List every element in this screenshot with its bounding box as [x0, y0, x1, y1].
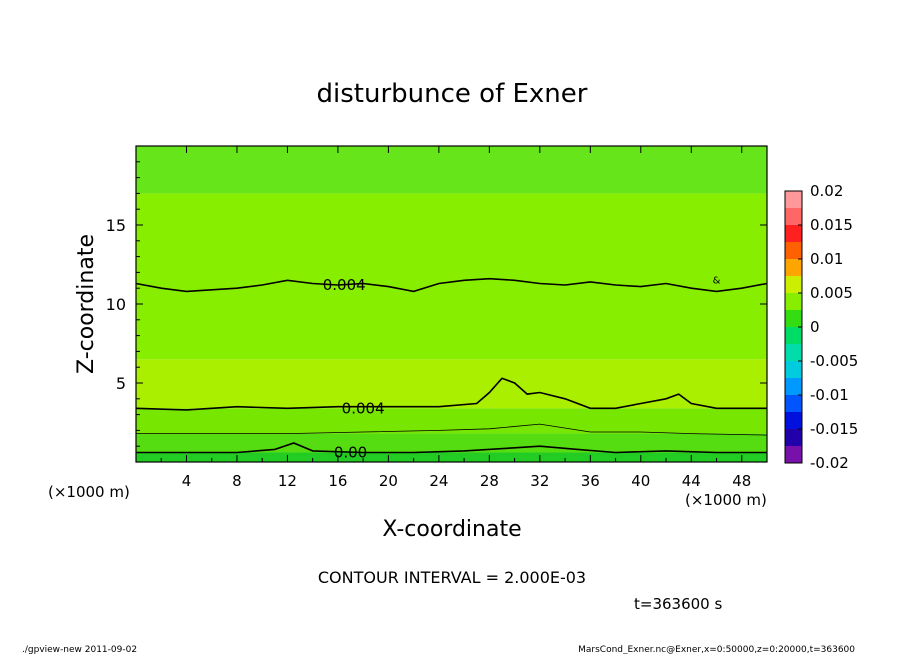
- plot-area: 0.004 0.004 0.00 &: [135, 145, 768, 463]
- y-axis-ticks: 5 10 15: [106, 161, 767, 447]
- x-axis-ticks: 4 8 12 16 20 24 28 32 36 40 44 48: [160, 146, 751, 490]
- x-tick-label-9: 40: [631, 472, 650, 490]
- colorbar-band-3: [785, 242, 802, 259]
- colorbar-tick-label-2: 0.01: [810, 250, 843, 268]
- chart-title: disturbunce of Exner: [317, 79, 588, 109]
- colorbar-bands: [785, 191, 802, 463]
- x-tick-label-10: 44: [682, 472, 701, 490]
- colorbar-band-5: [785, 276, 802, 293]
- colorbar-band-13: [785, 412, 802, 429]
- field-bands: [136, 146, 767, 462]
- contour-label-2: 0.00: [334, 444, 367, 462]
- y-tick-label-0: 5: [116, 374, 126, 393]
- field-band-3: [136, 359, 767, 409]
- field-band-2: [136, 408, 767, 434]
- colorbar-band-7: [785, 310, 802, 327]
- colorbar-tick-label-3: 0.005: [810, 284, 853, 302]
- y-tick-label-2: 15: [106, 216, 126, 235]
- contour-line-1: [135, 377, 767, 411]
- x-unit-label-left: (×1000 m): [48, 483, 130, 501]
- contour-label-3: &: [713, 276, 721, 287]
- colorbar-tick-label-5: -0.005: [810, 352, 858, 370]
- colorbar-ticks: 0.02 0.015 0.01 0.005 0 -0.005 -0.01 -0.015 -0.0…: [798, 182, 858, 472]
- x-tick-label-5: 24: [429, 472, 448, 490]
- contour-label-1: 0.004: [342, 399, 385, 417]
- colorbar-tick-label-8: -0.02: [810, 454, 849, 472]
- colorbar-tick-label-7: -0.015: [810, 420, 858, 438]
- contour-line-3: [136, 442, 767, 454]
- contour-labels: 0.004 0.004 0.00 &: [323, 276, 721, 462]
- colorbar-band-1: [785, 208, 802, 225]
- contour-lines: [135, 277, 768, 454]
- colorbar-band-0: [785, 191, 802, 208]
- colorbar-band-14: [785, 429, 802, 446]
- colorbar-tick-label-4: 0: [810, 318, 820, 336]
- colorbar-band-12: [785, 395, 802, 412]
- field-band-0: [136, 452, 767, 462]
- field-band-4: [136, 193, 767, 360]
- colorbar-band-9: [785, 344, 802, 361]
- contour-label-0: 0.004: [323, 276, 366, 294]
- x-tick-label-6: 28: [480, 472, 499, 490]
- field-band-5: [136, 146, 767, 194]
- footer-left: ./gpview-new 2011-09-02: [22, 645, 137, 654]
- colorbar-band-4: [785, 259, 802, 276]
- x-tick-label-7: 32: [530, 472, 549, 490]
- x-axis-label: X-coordinate: [382, 517, 521, 542]
- x-tick-label-1: 8: [232, 472, 242, 490]
- footer-right: MarsCond_Exner.nc@Exner,x=0:50000,z=0:20…: [578, 645, 855, 654]
- time-stamp: t=363600 s: [634, 595, 722, 613]
- x-tick-label-2: 12: [278, 472, 297, 490]
- colorbar-band-2: [785, 225, 802, 242]
- colorbar-band-8: [785, 327, 802, 344]
- field-band-1: [136, 433, 767, 453]
- colorbar-tick-label-0: 0.02: [810, 182, 843, 200]
- x-tick-label-8: 36: [581, 472, 600, 490]
- colorbar-band-6: [785, 293, 802, 310]
- x-unit-label-right: (×1000 m): [685, 491, 767, 509]
- x-tick-label-4: 20: [379, 472, 398, 490]
- y-tick-label-1: 10: [106, 295, 126, 314]
- contour-line-2: [136, 423, 768, 436]
- y-axis-label: Z-coordinate: [74, 234, 99, 374]
- contour-interval: CONTOUR INTERVAL = 2.000E-03: [318, 568, 586, 587]
- colorbar-tick-label-1: 0.015: [810, 216, 853, 234]
- colorbar: 0.02 0.015 0.01 0.005 0 -0.005 -0.01 -0.015 -0.0…: [784, 182, 858, 472]
- colorbar-tick-label-6: -0.01: [810, 386, 849, 404]
- x-tick-label-3: 16: [328, 472, 347, 490]
- colorbar-band-15: [785, 446, 802, 463]
- colorbar-band-10: [785, 361, 802, 378]
- colorbar-band-11: [785, 378, 802, 395]
- contour-line-0: [135, 277, 768, 293]
- x-tick-label-0: 4: [182, 472, 192, 490]
- x-tick-label-11: 48: [732, 472, 751, 490]
